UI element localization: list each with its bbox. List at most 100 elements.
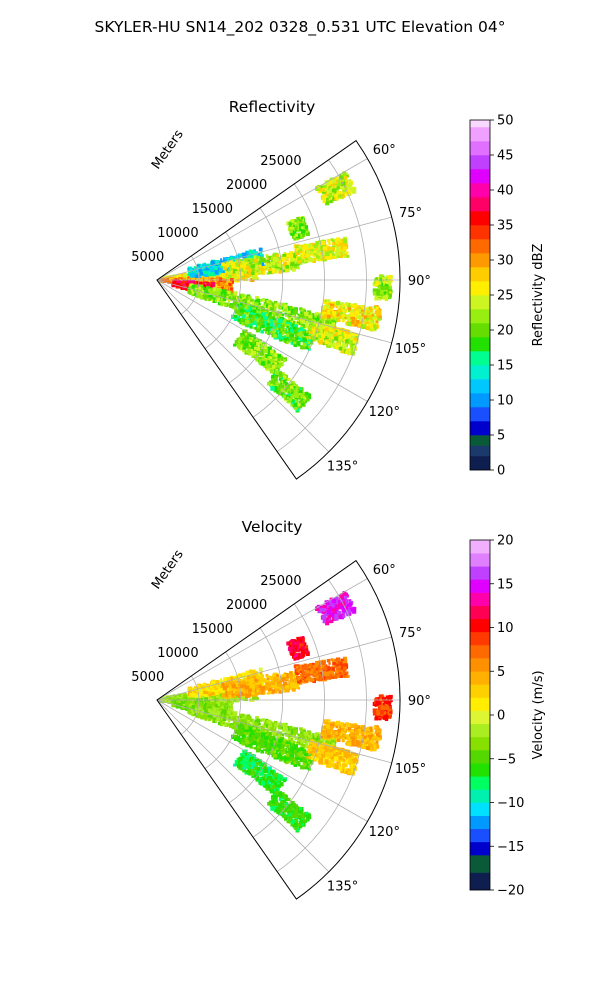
echo-pixel bbox=[376, 325, 379, 328]
echo-pixel bbox=[264, 301, 268, 305]
colorbar-tick-label: 50 bbox=[497, 114, 514, 129]
echo-pixel bbox=[318, 340, 323, 345]
echo-pixel bbox=[196, 266, 200, 270]
echo-pixel bbox=[270, 329, 276, 334]
echo-pixel bbox=[244, 342, 249, 347]
echo-pixel bbox=[298, 320, 302, 323]
echo-pixel bbox=[314, 312, 320, 317]
echo-pixel bbox=[269, 322, 274, 327]
echo-pixel bbox=[300, 234, 304, 238]
echo-pixel bbox=[288, 308, 291, 311]
echo-pixel bbox=[355, 310, 360, 315]
echo-pixel bbox=[300, 229, 306, 234]
echo-pixel bbox=[212, 280, 215, 283]
echo-pixel bbox=[330, 333, 333, 336]
reflectivity-panel: Reflectivity 50001000015000200002500060°… bbox=[131, 98, 546, 480]
echo-pixel bbox=[367, 319, 371, 322]
echo-pixel bbox=[242, 268, 245, 271]
echo-pixel bbox=[328, 253, 333, 258]
echo-pixel bbox=[375, 320, 379, 324]
echo-pixel bbox=[270, 366, 273, 370]
echo-pixel bbox=[295, 234, 301, 239]
echo-pixel bbox=[266, 300, 269, 303]
echo-pixel bbox=[259, 266, 263, 270]
echo-pixel bbox=[348, 179, 352, 183]
echo-pixel bbox=[324, 340, 329, 344]
echo-pixel bbox=[288, 387, 291, 390]
echo-pixel bbox=[261, 262, 265, 266]
echo-pixel bbox=[310, 246, 314, 249]
echo-pixel bbox=[343, 240, 346, 243]
echo-pixel bbox=[267, 346, 272, 351]
echo-pixel bbox=[284, 312, 287, 315]
echo-pixel bbox=[308, 243, 313, 247]
echo-pixel bbox=[243, 298, 247, 303]
echo-pixel bbox=[299, 223, 304, 228]
echo-pixel bbox=[317, 247, 321, 251]
echo-pixel bbox=[309, 251, 313, 255]
echo-pixel bbox=[372, 316, 375, 319]
echo-pixel bbox=[300, 226, 304, 229]
echo-pixel bbox=[345, 329, 350, 334]
echo-pixel bbox=[293, 382, 296, 385]
echo-pixel bbox=[315, 186, 320, 191]
echo-pixel bbox=[288, 254, 293, 259]
echo-pixel bbox=[269, 307, 274, 312]
echo-pixel bbox=[259, 260, 262, 263]
echo-pixel bbox=[283, 307, 288, 312]
echo-pixel bbox=[279, 357, 283, 361]
echo-pixel bbox=[361, 305, 366, 310]
echo-pixel bbox=[324, 317, 330, 322]
echo-pixel bbox=[303, 398, 306, 401]
echo-pixel bbox=[208, 297, 212, 301]
echo-pixel bbox=[385, 275, 389, 279]
echo-pixel bbox=[278, 378, 282, 381]
echo-pixel bbox=[297, 246, 301, 249]
sector-frame bbox=[156, 139, 401, 480]
echo-pixel bbox=[185, 282, 189, 286]
echo-pixel bbox=[247, 261, 250, 264]
echo-pixel bbox=[202, 287, 205, 290]
echo-pixel bbox=[304, 312, 309, 317]
echo-pixel bbox=[326, 246, 331, 251]
echo-pixel bbox=[268, 256, 272, 260]
echo-pixel bbox=[289, 385, 294, 389]
echo-pixel bbox=[263, 349, 268, 354]
echo-pixel bbox=[255, 358, 259, 362]
echo-pixel bbox=[226, 261, 230, 266]
echo-pixel bbox=[358, 316, 363, 320]
echo-pixel bbox=[374, 315, 378, 319]
echo-pixel bbox=[260, 315, 265, 319]
echo-pixel bbox=[327, 248, 330, 251]
echo-pixel bbox=[288, 391, 291, 394]
echo-pixel bbox=[340, 302, 343, 305]
echo-pixel bbox=[237, 296, 240, 299]
echo-pixel bbox=[200, 293, 203, 296]
echo-pixel bbox=[279, 362, 284, 367]
echo-pixel bbox=[308, 258, 312, 262]
echo-pixel bbox=[340, 249, 343, 253]
echo-pixel bbox=[249, 341, 254, 346]
echo-pixel bbox=[229, 304, 233, 309]
echo-pixel bbox=[289, 387, 293, 391]
echo-pixel bbox=[286, 269, 290, 273]
echo-pixel bbox=[295, 246, 300, 251]
colorbar-bin bbox=[470, 309, 490, 324]
echo-pixel bbox=[235, 276, 238, 280]
echo-pixel bbox=[260, 299, 263, 302]
echo-pixel bbox=[296, 226, 300, 230]
echo-pixel bbox=[314, 243, 318, 248]
echo-pixel bbox=[336, 318, 341, 322]
echo-pixel bbox=[327, 195, 331, 199]
echo-pixel bbox=[256, 298, 261, 303]
echo-pixel bbox=[204, 273, 208, 277]
echo-pixel bbox=[299, 327, 304, 332]
echo-pixel bbox=[254, 260, 260, 266]
echo-pixel bbox=[341, 319, 345, 323]
echo-pixel bbox=[248, 262, 253, 267]
echo-pixel bbox=[245, 299, 249, 302]
echo-pixel bbox=[265, 354, 269, 358]
azimuth-gridline bbox=[156, 279, 392, 344]
echo-pixel bbox=[384, 283, 389, 288]
echo-pixel bbox=[286, 330, 289, 333]
